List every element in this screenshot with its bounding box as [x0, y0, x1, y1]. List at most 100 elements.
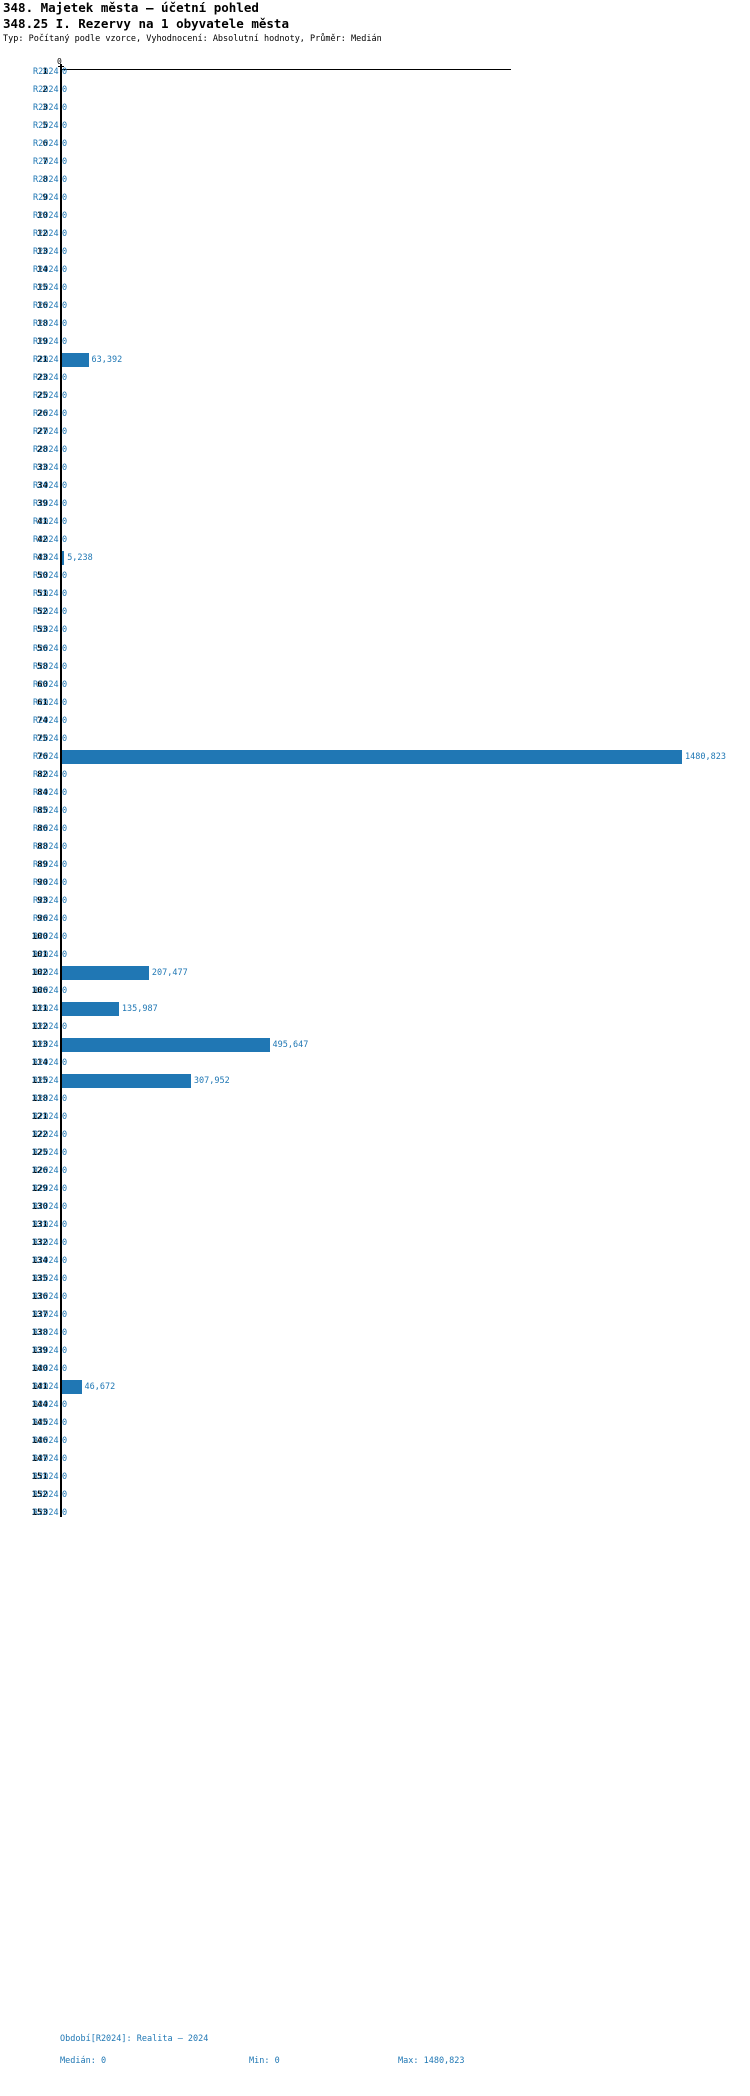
bar-row[interactable]: 51 R2024 0: [0, 586, 750, 604]
bar-row[interactable]: 140 R2024 0: [0, 1361, 750, 1379]
row-id-label: 138: [31, 1328, 48, 1339]
bar-row[interactable]: 9 R2024 0: [0, 190, 750, 208]
value-label: 0: [62, 337, 68, 348]
bar-row[interactable]: 74 R2024 0: [0, 713, 750, 731]
bar-row[interactable]: 130 R2024 0: [0, 1199, 750, 1217]
bar-row[interactable]: 134 R2024 0: [0, 1253, 750, 1271]
bar-row[interactable]: 96 R2024 0: [0, 911, 750, 929]
bar-row[interactable]: 141 R2024 46,672: [0, 1379, 750, 1397]
bar-row[interactable]: 33 R2024 0: [0, 460, 750, 478]
bar-row[interactable]: 118 R2024 0: [0, 1091, 750, 1109]
row-id-label: 140: [31, 1364, 48, 1375]
bar-row[interactable]: 60 R2024 0: [0, 677, 750, 695]
bar-row[interactable]: 5 R2024 0: [0, 118, 750, 136]
value-bar[interactable]: [62, 965, 149, 980]
bar-row[interactable]: 43 R2024 5,238: [0, 550, 750, 568]
value-bar[interactable]: [62, 749, 682, 764]
bar-row[interactable]: 15 R2024 0: [0, 280, 750, 298]
bar-row[interactable]: 88 R2024 0: [0, 839, 750, 857]
bar-row[interactable]: 93 R2024 0: [0, 893, 750, 911]
bar-row[interactable]: 52 R2024 0: [0, 604, 750, 622]
value-label: 0: [62, 229, 68, 240]
bar-row[interactable]: 56 R2024 0: [0, 641, 750, 659]
bar-row[interactable]: 125 R2024 0: [0, 1145, 750, 1163]
bar-row[interactable]: 132 R2024 0: [0, 1235, 750, 1253]
bar-row[interactable]: 111 R2024 135,987: [0, 1001, 750, 1019]
bar-row[interactable]: 153 R2024 0: [0, 1505, 750, 1523]
bar-row[interactable]: 76 R2024 1480,823: [0, 749, 750, 767]
bar-row[interactable]: 114 R2024 0: [0, 1055, 750, 1073]
row-id-label: 106: [31, 985, 48, 996]
bar-row[interactable]: 75 R2024 0: [0, 731, 750, 749]
value-bar[interactable]: [62, 551, 65, 566]
bar-row[interactable]: 23 R2024 0: [0, 370, 750, 388]
bar-row[interactable]: 7 R2024 0: [0, 154, 750, 172]
bar-row[interactable]: 8 R2024 0: [0, 172, 750, 190]
bar-row[interactable]: 41 R2024 0: [0, 514, 750, 532]
bar-row[interactable]: 139 R2024 0: [0, 1343, 750, 1361]
bar-row[interactable]: 84 R2024 0: [0, 785, 750, 803]
bar-row[interactable]: 137 R2024 0: [0, 1307, 750, 1325]
bar-row[interactable]: 138 R2024 0: [0, 1325, 750, 1343]
value-label: 0: [62, 1328, 68, 1339]
bar-row[interactable]: 115 R2024 307,952: [0, 1073, 750, 1091]
bar-row[interactable]: 50 R2024 0: [0, 568, 750, 586]
bar-row[interactable]: 126 R2024 0: [0, 1163, 750, 1181]
bar-row[interactable]: 34 R2024 0: [0, 478, 750, 496]
bar-row[interactable]: 61 R2024 0: [0, 695, 750, 713]
row-period-label: R2024: [33, 463, 59, 474]
bar-row[interactable]: 21 R2024 63,392: [0, 352, 750, 370]
value-bar[interactable]: [62, 353, 89, 368]
bar-row[interactable]: 147 R2024 0: [0, 1451, 750, 1469]
bar-row[interactable]: 131 R2024 0: [0, 1217, 750, 1235]
bar-row[interactable]: 53 R2024 0: [0, 622, 750, 640]
bar-row[interactable]: 85 R2024 0: [0, 803, 750, 821]
value-bar[interactable]: [62, 1001, 119, 1016]
bar-row[interactable]: 3 R2024 0: [0, 100, 750, 118]
bar-row[interactable]: 151 R2024 0: [0, 1469, 750, 1487]
bar-row[interactable]: 121 R2024 0: [0, 1109, 750, 1127]
bar-row[interactable]: 28 R2024 0: [0, 442, 750, 460]
bar-row[interactable]: 122 R2024 0: [0, 1127, 750, 1145]
bar-row[interactable]: 1 R2024 0: [0, 64, 750, 82]
bar-row[interactable]: 144 R2024 0: [0, 1397, 750, 1415]
bar-row[interactable]: 16 R2024 0: [0, 298, 750, 316]
bar-row[interactable]: 86 R2024 0: [0, 821, 750, 839]
bar-row[interactable]: 39 R2024 0: [0, 496, 750, 514]
bar-row[interactable]: 12 R2024 0: [0, 226, 750, 244]
bar-row[interactable]: 82 R2024 0: [0, 767, 750, 785]
bar-row[interactable]: 13 R2024 0: [0, 244, 750, 262]
bar-row[interactable]: 89 R2024 0: [0, 857, 750, 875]
bar-row[interactable]: 136 R2024 0: [0, 1289, 750, 1307]
bar-row[interactable]: 113 R2024 495,647: [0, 1037, 750, 1055]
bar-row[interactable]: 100 R2024 0: [0, 929, 750, 947]
bar-row[interactable]: 152 R2024 0: [0, 1487, 750, 1505]
bar-row[interactable]: 27 R2024 0: [0, 424, 750, 442]
value-bar[interactable]: [62, 1037, 270, 1052]
value-bar[interactable]: [62, 1073, 191, 1088]
bar-row[interactable]: 90 R2024 0: [0, 875, 750, 893]
bar-row[interactable]: 135 R2024 0: [0, 1271, 750, 1289]
bar-row[interactable]: 145 R2024 0: [0, 1415, 750, 1433]
bar-row[interactable]: 18 R2024 0: [0, 316, 750, 334]
bar-row[interactable]: 26 R2024 0: [0, 406, 750, 424]
bar-row[interactable]: 10 R2024 0: [0, 208, 750, 226]
bar-row[interactable]: 6 R2024 0: [0, 136, 750, 154]
bar-row[interactable]: 106 R2024 0: [0, 983, 750, 1001]
value-bar[interactable]: [62, 1380, 82, 1395]
bar-row[interactable]: 112 R2024 0: [0, 1019, 750, 1037]
bar-row[interactable]: 2 R2024 0: [0, 82, 750, 100]
row-period-label: R2024: [33, 229, 59, 240]
bar-row[interactable]: 101 R2024 0: [0, 947, 750, 965]
row-period-label: R2024: [33, 1129, 59, 1140]
bar-row[interactable]: 25 R2024 0: [0, 388, 750, 406]
bar-row[interactable]: 146 R2024 0: [0, 1433, 750, 1451]
bar-row[interactable]: 102 R2024 207,477: [0, 965, 750, 983]
bar-row[interactable]: 58 R2024 0: [0, 659, 750, 677]
bar-row[interactable]: 14 R2024 0: [0, 262, 750, 280]
bar-row[interactable]: 42 R2024 0: [0, 532, 750, 550]
bar-row[interactable]: 129 R2024 0: [0, 1181, 750, 1199]
bar-row[interactable]: 19 R2024 0: [0, 334, 750, 352]
row-id-label: 15: [37, 283, 48, 294]
